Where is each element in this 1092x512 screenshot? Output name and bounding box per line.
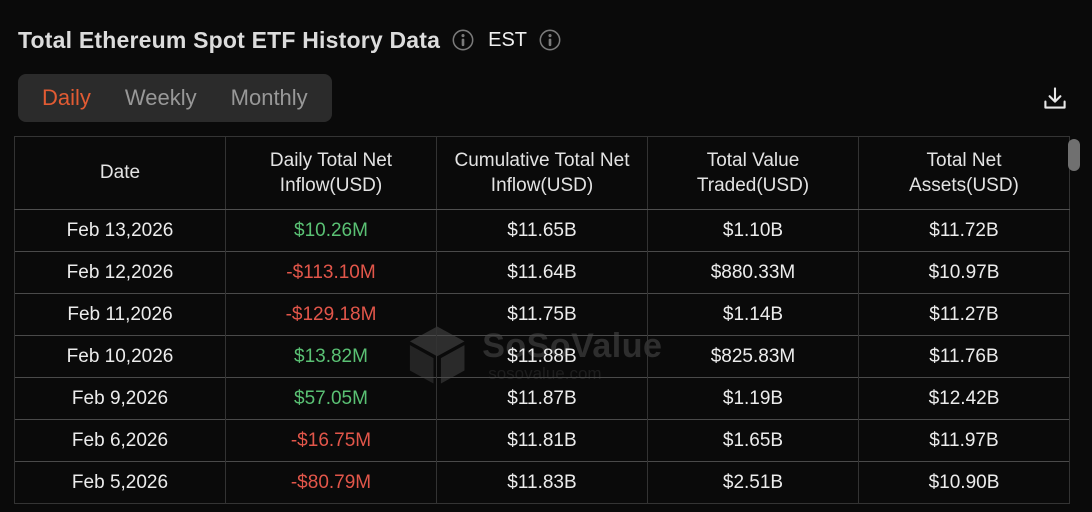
cell-cumulative-net-inflow: $11.65B	[436, 209, 648, 252]
cell-net-assets: $10.97B	[858, 251, 1070, 294]
column-header-net-assets: Total Net Assets(USD)	[858, 136, 1070, 210]
cell-date: Feb 9,2026	[14, 377, 226, 420]
cell-value-traded: $2.51B	[647, 461, 859, 504]
cell-value-traded: $825.83M	[647, 335, 859, 378]
history-table: Date Daily Total Net Inflow(USD) Cumulativ…	[14, 136, 1070, 504]
cell-cumulative-net-inflow: $11.64B	[436, 251, 648, 294]
toolbar-row: Daily Weekly Monthly	[0, 58, 1092, 122]
table-body: Feb 13,2026 $10.26M $11.65B $1.10B $11.72B Fe…	[14, 209, 1070, 504]
cell-net-assets: $11.76B	[858, 335, 1070, 378]
table-row: Feb 9,2026 $57.05M $11.87B $1.19B $12.42B	[14, 377, 1070, 420]
cell-daily-net-inflow: $10.26M	[225, 209, 437, 252]
table-row: Feb 13,2026 $10.26M $11.65B $1.10B $11.72B	[14, 209, 1070, 252]
cell-date: Feb 12,2026	[14, 251, 226, 294]
cell-cumulative-net-inflow: $11.81B	[436, 419, 648, 462]
cell-cumulative-net-inflow: $11.87B	[436, 377, 648, 420]
cell-daily-net-inflow: -$16.75M	[225, 419, 437, 462]
cell-daily-net-inflow: -$113.10M	[225, 251, 437, 294]
cell-cumulative-net-inflow: $11.88B	[436, 335, 648, 378]
column-header-date: Date	[14, 136, 226, 210]
download-button[interactable]	[1040, 83, 1070, 113]
cell-date: Feb 6,2026	[14, 419, 226, 462]
vertical-scrollbar-thumb[interactable]	[1068, 139, 1080, 171]
table-row: Feb 5,2026 -$80.79M $11.83B $2.51B $10.90B	[14, 461, 1070, 504]
cell-value-traded: $1.65B	[647, 419, 859, 462]
timezone-label: EST	[488, 28, 528, 51]
cell-net-assets: $10.90B	[858, 461, 1070, 504]
cell-value-traded: $1.10B	[647, 209, 859, 252]
table-header-row: Date Daily Total Net Inflow(USD) Cumulativ…	[14, 136, 1070, 210]
cell-date: Feb 11,2026	[14, 293, 226, 336]
download-icon	[1044, 87, 1066, 109]
history-table-wrap: SoSoValue sosovalue.com Date Daily Total …	[14, 136, 1080, 504]
title-row: Total Ethereum Spot ETF History Data EST	[0, 0, 1092, 58]
cell-daily-net-inflow: -$129.18M	[225, 293, 437, 336]
tab-monthly[interactable]: Monthly	[230, 85, 308, 110]
table-row: Feb 12,2026 -$113.10M $11.64B $880.33M $10.9…	[14, 251, 1070, 294]
timezone-info-icon[interactable]	[539, 29, 561, 51]
cell-daily-net-inflow: $13.82M	[225, 335, 437, 378]
cell-date: Feb 5,2026	[14, 461, 226, 504]
cell-net-assets: $11.72B	[858, 209, 1070, 252]
cell-daily-net-inflow: -$80.79M	[225, 461, 437, 504]
tab-daily[interactable]: Daily	[42, 85, 91, 110]
cell-value-traded: $1.14B	[647, 293, 859, 336]
cell-daily-net-inflow: $57.05M	[225, 377, 437, 420]
cell-value-traded: $1.19B	[647, 377, 859, 420]
table-row: Feb 11,2026 -$129.18M $11.75B $1.14B $11.27B	[14, 293, 1070, 336]
cell-net-assets: $12.42B	[858, 377, 1070, 420]
cell-cumulative-net-inflow: $11.75B	[436, 293, 648, 336]
tab-weekly[interactable]: Weekly	[124, 85, 197, 110]
cell-value-traded: $880.33M	[647, 251, 859, 294]
cell-net-assets: $11.27B	[858, 293, 1070, 336]
column-header-value-traded: Total Value Traded(USD)	[647, 136, 859, 210]
column-header-cumulative-net-inflow: Cumulative Total Net Inflow(USD)	[436, 136, 648, 210]
interval-tab-group: Daily Weekly Monthly	[18, 74, 332, 122]
table-row: Feb 10,2026 $13.82M $11.88B $825.83M $11.76B	[14, 335, 1070, 378]
table-header: Date Daily Total Net Inflow(USD) Cumulativ…	[14, 136, 1070, 210]
page-title: Total Ethereum Spot ETF History Data	[18, 26, 441, 53]
cell-net-assets: $11.97B	[858, 419, 1070, 462]
cell-date: Feb 13,2026	[14, 209, 226, 252]
table-row: Feb 6,2026 -$16.75M $11.81B $1.65B $11.97B	[14, 419, 1070, 462]
cell-date: Feb 10,2026	[14, 335, 226, 378]
cell-cumulative-net-inflow: $11.83B	[436, 461, 648, 504]
column-header-daily-net-inflow: Daily Total Net Inflow(USD)	[225, 136, 437, 210]
info-icon[interactable]	[452, 29, 474, 51]
